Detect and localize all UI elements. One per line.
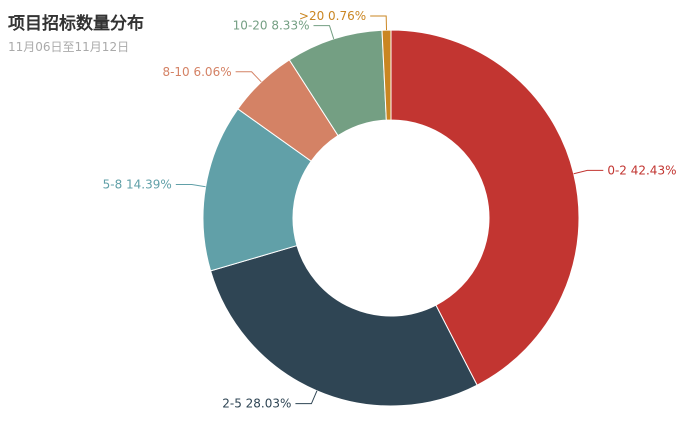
slice-label-0-2: 0-2 42.43% bbox=[607, 163, 676, 177]
leader-line-8-10 bbox=[235, 71, 262, 83]
leader-line-2-5 bbox=[295, 390, 318, 405]
slice-label-10-20: 10-20 8.33% bbox=[233, 19, 310, 33]
leader-line-5-8 bbox=[175, 183, 206, 188]
donut-slices bbox=[202, 29, 580, 407]
leader-line->20 bbox=[370, 15, 388, 31]
slice-label-8-10: 8-10 6.06% bbox=[162, 65, 231, 79]
donut-labels: 0-2 42.43% 2-5 28.03% 5-8 14.39% 8-10 6.06%… bbox=[103, 9, 677, 411]
chart-subtitle: 11月06日至11月12日 bbox=[8, 40, 130, 54]
slice-2-5[interactable] bbox=[209, 244, 478, 407]
slice->20[interactable] bbox=[381, 29, 392, 121]
leader-line-0-2 bbox=[573, 169, 604, 175]
slice-label-5-8: 5-8 14.39% bbox=[103, 177, 172, 191]
leader-line-10-20 bbox=[313, 25, 335, 40]
slice-label-2-5: 2-5 28.03% bbox=[222, 397, 291, 411]
slice-0-2[interactable] bbox=[390, 29, 580, 386]
slice-label->20: >20 0.76% bbox=[299, 9, 366, 23]
chart-title: 项目招标数量分布 bbox=[8, 14, 144, 34]
